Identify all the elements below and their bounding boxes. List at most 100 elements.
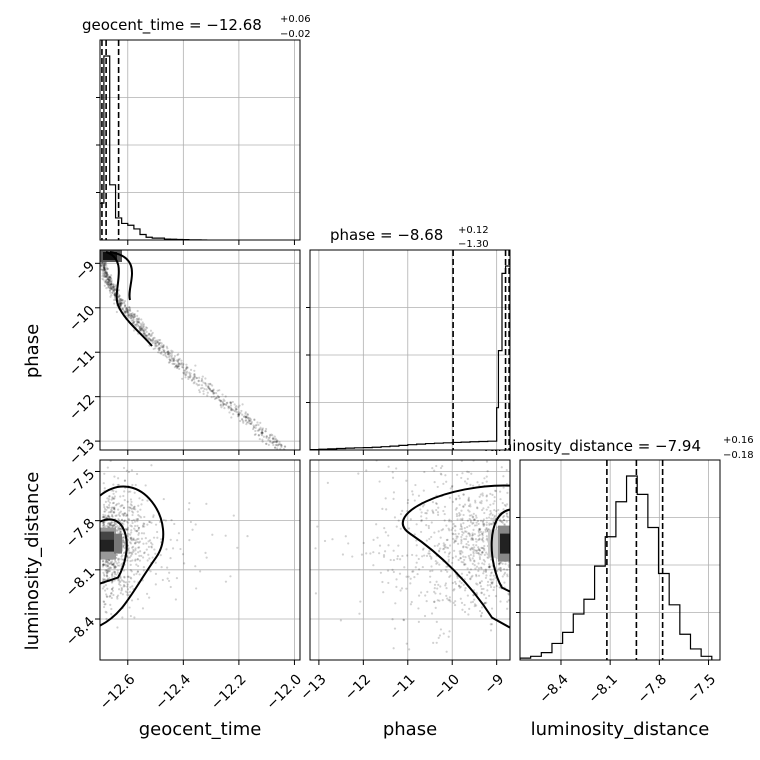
sample-point: [111, 291, 114, 294]
sample-point: [107, 280, 110, 283]
sample-point: [150, 545, 153, 548]
sample-point: [141, 328, 145, 332]
sample-point: [107, 522, 110, 525]
sample-point: [457, 558, 460, 562]
sample-point: [106, 514, 110, 518]
sample-point: [133, 315, 136, 319]
sample-point: [150, 334, 153, 337]
sample-point: [205, 556, 208, 559]
sample-point: [471, 574, 474, 577]
sample-point: [409, 603, 413, 606]
sample-point: [221, 404, 225, 407]
sample-point: [157, 344, 160, 347]
sample-point: [108, 281, 111, 284]
sample-point: [207, 382, 210, 386]
sample-point: [102, 523, 105, 526]
sample-point: [116, 564, 120, 567]
sample-point: [341, 553, 345, 556]
sample-point: [138, 559, 142, 562]
sample-point: [160, 346, 163, 349]
title-luminosity-distance: luminosity_distance = −7.94 +0.16 −0.18: [484, 435, 754, 461]
sample-point: [103, 516, 107, 519]
sample-point: [469, 553, 472, 556]
sample-point: [112, 283, 115, 286]
sample-point: [107, 565, 110, 568]
sample-point: [488, 523, 491, 527]
sample-point: [481, 508, 484, 512]
sample-point: [142, 556, 145, 559]
sample-point: [500, 520, 503, 523]
sample-point: [481, 550, 484, 554]
sample-point: [129, 524, 132, 527]
sample-point: [261, 432, 264, 435]
sample-point: [127, 518, 130, 521]
sample-point: [124, 311, 127, 314]
sample-point: [473, 559, 476, 562]
sample-point: [108, 577, 111, 580]
sample-point: [260, 431, 264, 434]
sample-point: [111, 496, 114, 499]
sample-point: [111, 284, 114, 287]
sample-point: [425, 539, 428, 542]
sample-point: [131, 319, 134, 322]
sample-point: [199, 387, 203, 390]
sample-point: [124, 514, 128, 517]
sample-point: [460, 527, 464, 531]
title-phase-plus: +0.12: [458, 225, 489, 236]
sample-point: [170, 519, 173, 522]
sample-point: [119, 305, 122, 308]
sample-point: [109, 283, 112, 286]
sample-point: [275, 440, 278, 444]
sample-point: [173, 356, 176, 360]
sample-point: [115, 573, 118, 576]
sample-point: [112, 563, 115, 566]
sample-point: [506, 600, 509, 603]
sample-point: [177, 358, 180, 362]
sample-point: [108, 562, 111, 565]
sample-point: [128, 509, 131, 512]
sample-point: [138, 515, 141, 518]
sample-point: [490, 623, 494, 626]
sample-point: [133, 315, 137, 318]
sample-point: [207, 384, 210, 388]
sample-point: [437, 542, 441, 545]
sample-point: [451, 532, 454, 535]
sample-point: [212, 389, 215, 392]
sample-point: [118, 297, 122, 301]
sample-point: [466, 594, 469, 597]
sample-point: [458, 550, 461, 553]
panel-bg: [100, 40, 300, 240]
sample-point: [480, 611, 484, 615]
sample-point: [109, 277, 112, 280]
sample-point: [369, 552, 372, 555]
sample-point: [148, 539, 152, 542]
sample-point: [462, 493, 465, 496]
sample-point: [124, 310, 127, 313]
sample-point: [142, 332, 145, 335]
sample-point: [433, 531, 436, 534]
sample-point: [123, 479, 127, 482]
sample-point: [106, 564, 110, 568]
sample-point: [130, 536, 133, 539]
sample-point: [261, 428, 264, 432]
sample-point: [467, 613, 470, 616]
sample-point: [458, 586, 461, 589]
sample-point: [391, 476, 395, 479]
sample-point: [241, 413, 244, 416]
sample-point: [113, 508, 116, 511]
sample-point: [108, 277, 111, 281]
sample-point: [117, 518, 120, 522]
sample-point: [111, 288, 114, 291]
sample-point: [105, 273, 109, 276]
sample-point: [161, 344, 165, 347]
sample-point: [470, 537, 473, 540]
sample-point: [139, 550, 142, 553]
sample-point: [463, 563, 466, 566]
sample-point: [126, 593, 129, 596]
sample-point: [108, 276, 111, 279]
sample-point: [109, 276, 112, 279]
sample-point: [454, 580, 457, 584]
sample-point: [188, 373, 191, 377]
sample-point: [228, 401, 232, 404]
sample-point: [122, 301, 125, 304]
